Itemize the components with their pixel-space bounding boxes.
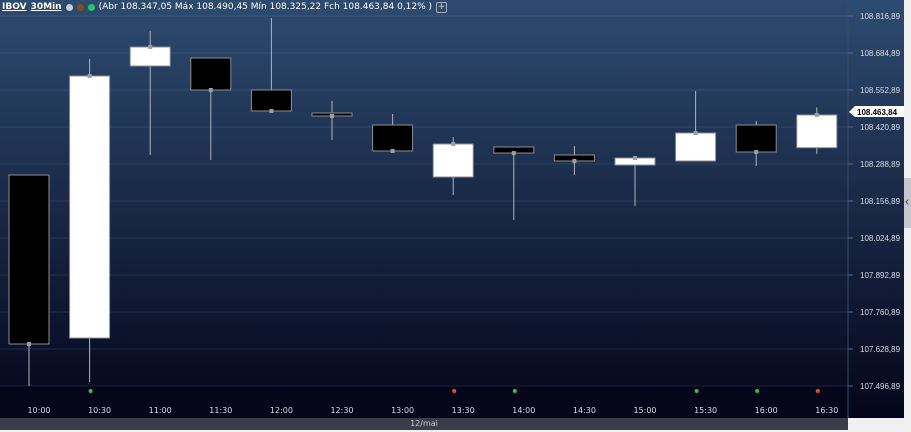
x-tick-label: 16:30	[815, 406, 838, 415]
y-tick-label: 107.628,89	[860, 345, 901, 354]
candle	[675, 91, 717, 162]
ohlc-summary: (Abr 108.347,05 Máx 108.490,45 Mín 108.3…	[98, 2, 433, 12]
y-tick-label: 108.024,89	[860, 234, 901, 243]
x-tick-label: 14:30	[573, 406, 596, 415]
x-tick-label: 13:30	[452, 406, 475, 415]
time-axis-background	[0, 386, 848, 418]
candle-body[interactable]	[675, 132, 717, 162]
candle-body[interactable]	[8, 174, 50, 345]
candle-body[interactable]	[372, 124, 414, 152]
green-signal-dot	[694, 389, 699, 393]
y-tick-label: 108.552,89	[860, 86, 901, 95]
x-tick-label: 10:30	[88, 406, 111, 415]
red-signal-dot	[452, 389, 457, 393]
green-signal-dot	[755, 389, 760, 393]
chevron-left-icon	[905, 199, 911, 205]
y-tick-label: 107.496,89	[860, 382, 901, 391]
close-marker	[633, 155, 637, 160]
close-marker	[754, 150, 759, 155]
status-orange-icon	[76, 3, 84, 11]
y-tick-label: 108.288,89	[860, 160, 901, 169]
candle	[735, 120, 777, 166]
candle	[553, 146, 595, 176]
candle	[129, 30, 171, 155]
close-marker	[269, 108, 274, 113]
candle-body[interactable]	[735, 124, 777, 153]
x-tick-label: 10:00	[27, 406, 50, 415]
x-tick-label: 11:00	[149, 406, 172, 415]
close-marker	[572, 158, 577, 163]
add-indicator-button[interactable]: +	[436, 1, 448, 13]
status-green-icon	[87, 3, 95, 11]
x-tick-label: 12:30	[330, 406, 353, 415]
close-marker	[330, 114, 334, 119]
close-marker	[208, 87, 213, 92]
candle-body[interactable]	[129, 46, 171, 67]
close-marker	[814, 112, 819, 117]
y-tick-label: 108.816,89	[860, 12, 901, 21]
y-tick-label: 108.156,89	[860, 197, 901, 206]
y-tick-label: 108.684,89	[860, 49, 901, 58]
date-bar: 12/mai	[0, 418, 848, 430]
close-marker	[87, 74, 92, 79]
candle-body[interactable]	[796, 114, 838, 149]
candle	[493, 146, 535, 221]
close-marker	[148, 44, 153, 49]
timeframe-label[interactable]: 30Min	[30, 2, 62, 12]
x-tick-label: 14:00	[512, 406, 535, 415]
y-tick-label: 107.760,89	[860, 308, 901, 317]
red-signal-dot	[815, 389, 820, 393]
close-marker	[451, 142, 456, 147]
candle	[311, 101, 353, 141]
chart-header: IBOV 30Min (Abr 108.347,05 Máx 108.490,4…	[0, 0, 448, 14]
candle-body[interactable]	[190, 57, 232, 91]
close-marker	[27, 342, 31, 347]
panel-collapse-handle[interactable]	[904, 178, 911, 228]
candle-body[interactable]	[69, 75, 111, 339]
x-tick-label: 15:30	[694, 406, 717, 415]
y-tick-label: 107.892,89	[860, 271, 901, 280]
candle	[190, 57, 232, 160]
last-price-label: 108.463,84	[857, 108, 898, 117]
x-tick-label: 13:00	[391, 406, 414, 415]
last-price-tag	[849, 105, 904, 117]
candle	[250, 17, 292, 113]
close-marker	[390, 148, 395, 153]
candle	[796, 107, 838, 154]
candle	[372, 113, 414, 153]
symbol-label[interactable]: IBOV	[2, 2, 27, 12]
x-tick-label: 16:00	[755, 406, 778, 415]
y-tick-label: 108.420,89	[860, 123, 901, 132]
candle	[69, 58, 111, 383]
x-tick-label: 11:30	[209, 406, 232, 415]
close-marker	[511, 151, 516, 156]
candle-body[interactable]	[432, 143, 474, 178]
candle	[8, 174, 50, 386]
candle-body[interactable]	[250, 89, 292, 112]
candle	[432, 137, 474, 195]
green-signal-dot	[88, 389, 93, 393]
x-tick-label: 15:00	[633, 406, 656, 415]
candle	[614, 155, 656, 207]
green-signal-dot	[512, 389, 517, 393]
close-marker	[693, 130, 698, 135]
settings-icon[interactable]	[65, 3, 73, 11]
x-tick-label: 12:00	[270, 406, 293, 415]
